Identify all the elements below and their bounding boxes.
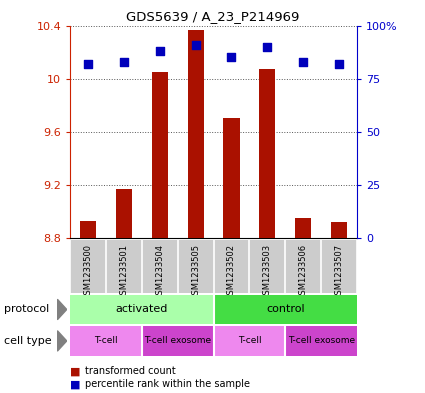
- Polygon shape: [57, 331, 67, 351]
- Text: GSM1233504: GSM1233504: [155, 244, 164, 300]
- Text: GSM1233502: GSM1233502: [227, 244, 236, 300]
- Text: T-cell: T-cell: [238, 336, 261, 345]
- Bar: [142, 326, 213, 356]
- Text: GSM1233505: GSM1233505: [191, 244, 200, 300]
- Polygon shape: [57, 299, 67, 320]
- Text: protocol: protocol: [4, 305, 49, 314]
- Bar: [80, 220, 96, 238]
- Text: ■: ■: [70, 379, 81, 389]
- Bar: [70, 326, 142, 356]
- Point: [300, 59, 306, 65]
- Text: T-cell: T-cell: [94, 336, 118, 345]
- Point: [192, 42, 199, 48]
- Bar: [259, 69, 275, 238]
- Text: cell type: cell type: [4, 336, 52, 346]
- Bar: [152, 72, 168, 238]
- Bar: [70, 295, 213, 324]
- Bar: [295, 218, 311, 238]
- Text: T-cell exosome: T-cell exosome: [144, 336, 211, 345]
- Point: [85, 61, 91, 67]
- Point: [121, 59, 128, 65]
- Bar: [213, 326, 285, 356]
- Bar: [116, 189, 132, 238]
- Text: GSM1233503: GSM1233503: [263, 244, 272, 300]
- Text: ■: ■: [70, 366, 81, 376]
- Text: GSM1233507: GSM1233507: [334, 244, 343, 300]
- Bar: [224, 118, 240, 238]
- Point: [336, 61, 343, 67]
- Bar: [187, 29, 204, 238]
- Point: [228, 54, 235, 61]
- Text: GSM1233501: GSM1233501: [119, 244, 128, 300]
- Text: GSM1233500: GSM1233500: [84, 244, 93, 300]
- Text: transformed count: transformed count: [85, 366, 176, 376]
- Bar: [213, 295, 357, 324]
- Text: activated: activated: [116, 305, 168, 314]
- Text: control: control: [266, 305, 305, 314]
- Text: percentile rank within the sample: percentile rank within the sample: [85, 379, 250, 389]
- Bar: [331, 222, 347, 238]
- Point: [264, 44, 271, 50]
- Text: GDS5639 / A_23_P214969: GDS5639 / A_23_P214969: [126, 10, 299, 23]
- Text: T-cell exosome: T-cell exosome: [288, 336, 355, 345]
- Text: GSM1233506: GSM1233506: [299, 244, 308, 300]
- Point: [156, 48, 163, 54]
- Bar: [285, 326, 357, 356]
